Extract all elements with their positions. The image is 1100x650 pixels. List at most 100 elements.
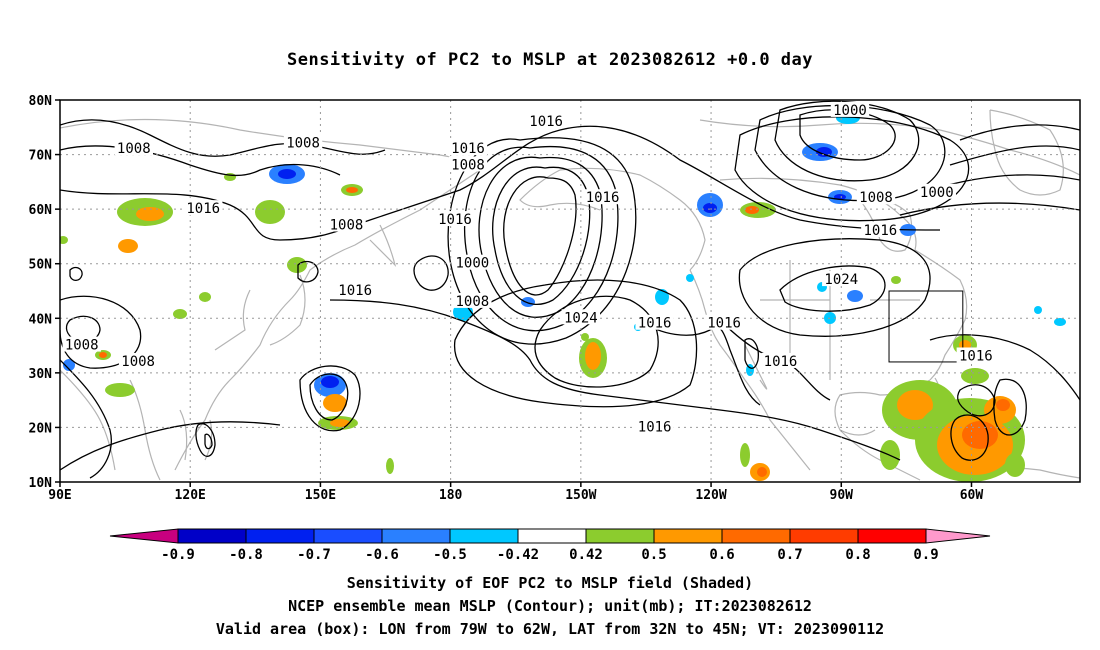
colorbar-tick-label: -0.5 [433,547,467,563]
colorbar-segment [381,528,451,544]
caption-shading: Sensitivity of EOF PC2 to MSLP field (Sh… [346,574,754,592]
colorbar-tick-label: -0.9 [161,547,195,563]
contour-label-bg [861,221,900,237]
lon-tick-label: 120W [695,488,726,503]
lon-tick-label: 120E [175,488,206,503]
contour-label-bg [327,216,366,232]
contour-label-bg [830,101,870,117]
colorbar-tick-label: -0.8 [229,547,263,563]
contour-label: 1008 [286,136,320,152]
contour-label-bg [956,347,996,363]
contour-label: 1016 [529,114,563,130]
lat-tick-label: 40N [29,312,53,327]
colorbar-segment [653,528,723,544]
contour-label: 1016 [451,141,485,157]
contour-label-bg [114,140,153,156]
colorbar-tick-label: 0.42 [569,547,603,563]
lat-tick-label: 30N [29,367,53,382]
contour-label: 1008 [117,141,151,157]
lat-tick-label: 20N [29,421,53,436]
colorbar: -0.9 -0.8 -0.7 -0.6 -0.5 -0.42 0.42 0.5 0.6 0.7 0.… [109,528,991,563]
contour-label-bg [526,112,566,128]
contour-label: 1024 [564,310,598,326]
lon-tick-label: 60W [960,488,984,503]
contour-label: 1016 [638,316,672,332]
contour-label: 1016 [959,348,993,364]
contour-label: 1024 [824,272,858,288]
lat-lon-grid [60,100,1080,482]
contour-label: 1016 [707,316,741,332]
colorbar-tick-label: -0.6 [365,547,399,563]
valid-area-box [888,290,964,363]
lat-tick-label: 80N [29,94,53,109]
contour-label: 1016 [638,419,672,435]
colorbar-segment [789,528,859,544]
colorbar-segment [721,528,791,544]
lon-tick-label: 90E [48,488,71,503]
lon-tick-label: 150W [565,488,596,503]
contour-label-bg [184,200,223,216]
contour-label: 1016 [764,354,798,370]
lat-tick-label: 50N [29,258,53,273]
contour-label: 1008 [859,190,893,206]
contour-label-bg [453,254,492,270]
contour-label-bg [635,314,674,330]
lat-tick-label: 70N [29,149,53,164]
contour-label: 1008 [65,338,99,354]
colorbar-tick-label: 0.6 [709,547,734,563]
colorbar-tick-label: 0.7 [777,547,802,563]
contour-label: 1008 [121,354,155,370]
contour-label: 1016 [186,201,220,217]
contour-label-bg [561,309,601,325]
contour-label-bg [917,183,956,199]
colorbar-segment [245,528,315,544]
lat-tick-label: 10N [29,476,53,491]
colorbar-low-arrow [109,528,179,544]
colorbar-high-arrow [925,528,991,544]
colorbar-tick-label: 0.9 [913,547,938,563]
lon-tick-label: 150E [305,488,336,503]
contour-label-bg [448,140,488,156]
colorbar-tick-label: -0.42 [497,547,539,563]
contour-label-bg [283,134,323,150]
contour-label-bg [335,282,375,297]
contour-label-bg [583,189,622,205]
contour-label: 1016 [438,212,472,228]
contour-label: 1016 [338,283,372,299]
colorbar-segment [517,528,587,544]
page-title: Sensitivity of PC2 to MSLP at 2023082612… [286,50,813,70]
sensitivity-shading [60,112,1066,482]
contour-label: 1000 [455,256,489,272]
contour-label-bg [448,156,488,172]
colorbar-segment [585,528,655,544]
contour-label: 1008 [451,157,485,173]
contour-label: 1000 [833,103,867,119]
lat-tick-label: 60N [29,203,53,218]
contour-label-bg [62,336,101,352]
contour-label-bg [118,352,158,368]
colorbar-segment [857,528,927,544]
contour-label: 1000 [920,185,954,201]
caption-valid-area: Valid area (box): LON from 79W to 62W, L… [215,620,885,638]
contour-label-bg [856,189,896,205]
contour-label: 1016 [586,190,620,206]
contour-label-bg [761,352,800,368]
contour-label-bg [635,418,674,434]
contour-label: 1008 [455,294,489,310]
lon-tick-label: 90W [830,488,854,503]
colorbar-tick-label: 0.5 [641,547,666,563]
contour-label-bg [704,314,744,330]
contour-label-bg [435,211,475,227]
colorbar-segment [313,528,383,544]
contour-label-bg [822,271,861,287]
colorbar-segment [177,528,247,544]
contour-label: 1008 [330,218,364,234]
contour-label-bg [453,292,492,308]
colorbar-tick-label: 0.8 [845,547,870,563]
plot-frame [59,99,1081,483]
lon-tick-label: 180 [439,488,463,503]
colorbar-segment [449,528,519,544]
